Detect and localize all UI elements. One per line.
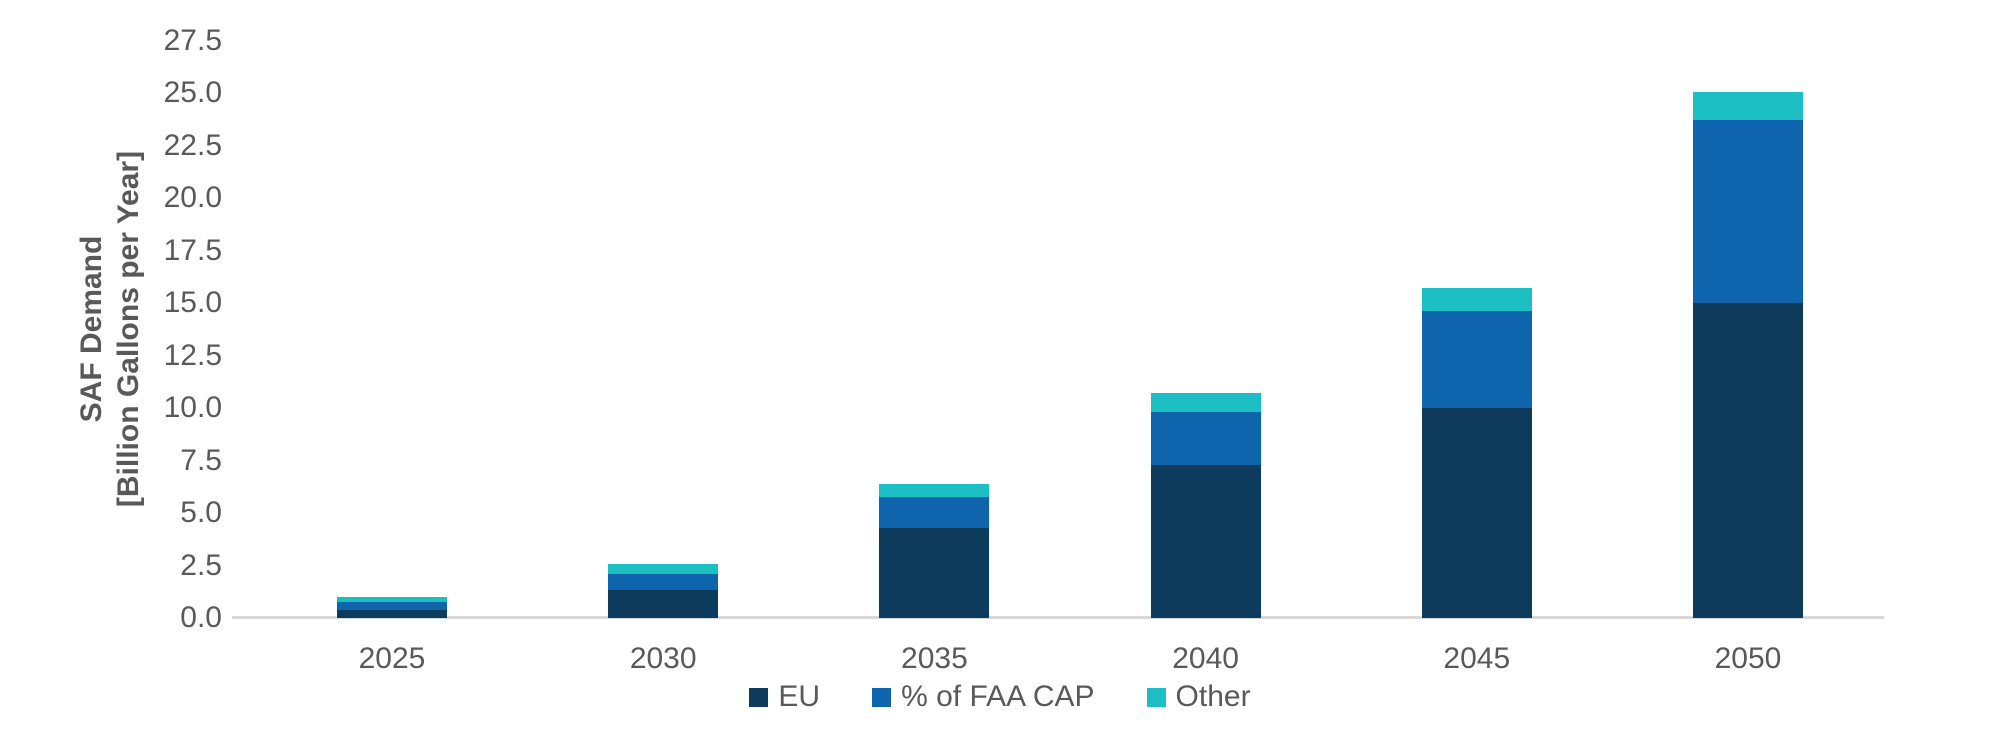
y-tick-label: 7.5: [180, 443, 222, 477]
legend-item-other: Other: [1146, 680, 1251, 714]
bar-segment-eu: [337, 609, 447, 618]
y-tick-label: 20.0: [163, 181, 222, 214]
bar-segment-eu: [1421, 408, 1532, 618]
x-axis-category-label: 2030: [629, 642, 697, 675]
legend-swatch-icon: [872, 687, 892, 707]
y-tick-label: 17.5: [163, 233, 222, 267]
bar-segment-other: [1150, 393, 1261, 413]
bar-segment-other: [879, 483, 990, 498]
legend-item-eu: EU: [749, 680, 820, 714]
legend-swatch-icon: [1146, 687, 1166, 707]
y-tick-label: 2.5: [180, 548, 222, 582]
x-axis-category-label: 2040: [1172, 642, 1239, 675]
y-tick-label: 12.5: [163, 338, 222, 372]
x-axis-category-label: 2050: [1714, 642, 1782, 675]
bar-segment-of-faa-cap: [337, 602, 447, 610]
y-tick-label: 0.0: [180, 601, 222, 634]
bar-segment-of-faa-cap: [1150, 412, 1261, 465]
bar-segment-other: [1693, 91, 1803, 121]
x-axis-category-label: 2035: [901, 642, 968, 675]
legend-label: Other: [1175, 680, 1251, 713]
legend-item-of-faa-cap: % of FAA CAP: [872, 680, 1095, 714]
legend-label: % of FAA CAP: [901, 680, 1095, 713]
legend-swatch-icon: [749, 687, 769, 707]
x-axis-category-label: 2045: [1443, 642, 1511, 675]
y-tick-label: 15.0: [163, 286, 222, 319]
bar-segment-other: [337, 597, 447, 603]
bar-segment-of-faa-cap: [608, 573, 719, 590]
bar-segment-of-faa-cap: [879, 497, 990, 528]
bar-segment-of-faa-cap: [1421, 311, 1532, 408]
y-tick-label: 10.0: [163, 391, 222, 424]
y-tick-label: 5.0: [180, 496, 222, 529]
bar-segment-eu: [608, 589, 719, 618]
y-tick-label: 25.0: [163, 76, 222, 109]
x-axis-line: [232, 616, 1884, 619]
bar-segment-eu: [1693, 303, 1803, 618]
y-tick-label: 27.5: [163, 23, 222, 57]
x-axis-category-label: 2025: [358, 642, 426, 675]
bar-segment-other: [608, 564, 719, 574]
bar-segment-eu: [879, 527, 990, 618]
y-tick-label: 22.5: [163, 128, 222, 162]
bar-segment-of-faa-cap: [1693, 120, 1803, 303]
legend: EU % of FAA CAP Other: [0, 680, 2000, 714]
bar-segment-eu: [1150, 464, 1261, 618]
bar-segment-other: [1421, 288, 1532, 312]
legend-label: EU: [778, 680, 821, 713]
